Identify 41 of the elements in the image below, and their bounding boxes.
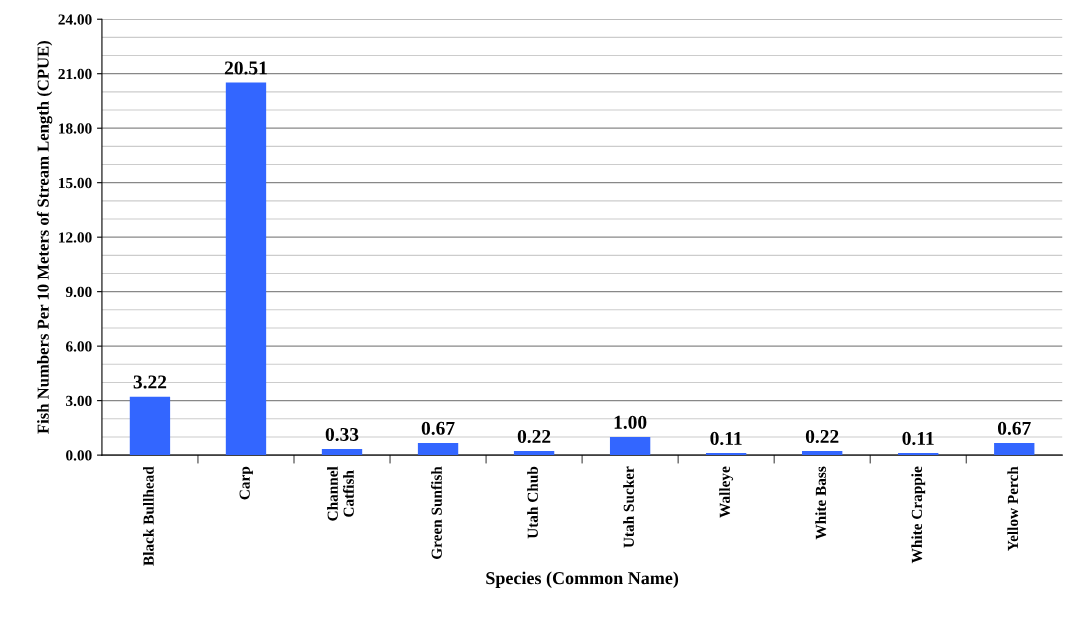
data-label: 0.67 <box>421 421 455 435</box>
data-label: 20.51 <box>224 61 267 75</box>
x-tick-label: White Bass <box>815 466 827 540</box>
y-tick-label: 6.00 <box>66 341 92 352</box>
y-tick-label: 21.00 <box>58 68 92 80</box>
y-tick-label: 12.00 <box>59 232 92 243</box>
data-label: 0.11 <box>902 431 934 446</box>
x-tick-label: Carp <box>239 466 253 500</box>
data-label: 0.22 <box>805 429 839 444</box>
bar <box>513 451 555 456</box>
x-tick-label: Green Sunfish <box>430 466 442 560</box>
y-tick-label: 24.00 <box>58 14 92 25</box>
x-tick-label: Walleye <box>719 466 734 518</box>
bar <box>417 442 459 456</box>
data-label: 0.22 <box>517 429 551 444</box>
data-label: 3.22 <box>133 375 167 389</box>
y-tick-label: 18.00 <box>59 123 92 134</box>
data-label: 1.00 <box>614 415 647 429</box>
y-tick-label: 3.00 <box>66 395 92 407</box>
x-tick-label: Utah Sucker <box>623 466 634 548</box>
bar <box>994 442 1035 456</box>
x-tick-label: Utah Chub <box>527 466 538 539</box>
x-axis-title: Species (Common Name) <box>486 571 679 588</box>
y-tick-label: 15.00 <box>59 177 92 189</box>
bar <box>321 449 363 456</box>
data-label: 0.67 <box>997 421 1031 435</box>
bar <box>609 436 651 456</box>
y-tick-label: 0.00 <box>66 450 92 461</box>
bar <box>129 396 171 456</box>
y-tick-label: 9.00 <box>65 286 92 298</box>
x-tick-label: Yellow Perch <box>1007 466 1019 551</box>
data-label: 0.33 <box>325 427 359 442</box>
bar <box>705 453 747 456</box>
data-label: 0.11 <box>710 431 742 446</box>
y-axis-title: Fish Numbers Per 10 Meters of Stream Length (CPUE) <box>36 41 53 434</box>
x-tick-label: Channel Catfish <box>327 466 354 521</box>
bar <box>225 82 267 456</box>
bar <box>898 453 939 456</box>
x-tick-label: Black Bullhead <box>143 466 154 566</box>
bar <box>802 451 843 456</box>
x-tick-label: White Crappie <box>911 466 926 564</box>
